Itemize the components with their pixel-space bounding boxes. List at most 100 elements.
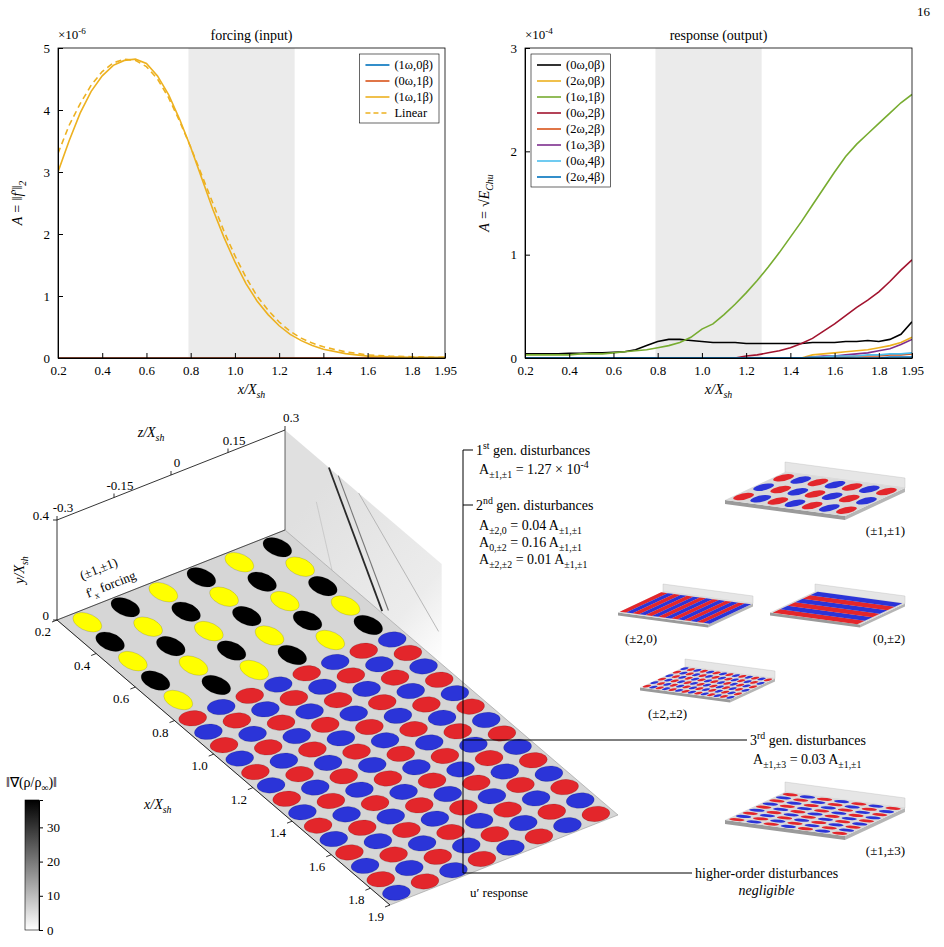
y-axis-tick: 2 bbox=[44, 227, 64, 242]
x-axis-tick-mark bbox=[191, 353, 192, 358]
x-axis-tick-mark bbox=[365, 888, 370, 890]
thumbnail-blob bbox=[788, 810, 807, 814]
thumbnail bbox=[725, 782, 905, 840]
text-part: ±1,±1 bbox=[559, 525, 582, 536]
annotation-line: A±2,0 = 0.04 A±1,±1 bbox=[479, 518, 582, 536]
series-line bbox=[525, 353, 912, 358]
y-axis-tick-label: 1 bbox=[44, 289, 51, 304]
thumbnail-blob bbox=[801, 803, 820, 807]
response-pattern-blob bbox=[406, 871, 444, 893]
thumbnail-blob bbox=[832, 799, 851, 803]
x-axis-tick-label: 1.95 bbox=[901, 363, 924, 378]
colorbar-axis: 0 10 20 30 bbox=[39, 801, 60, 938]
text-part: ∞ bbox=[41, 782, 48, 793]
forcing-pattern-blob bbox=[249, 623, 290, 649]
axis-multiplier: ×10-6 bbox=[58, 26, 86, 42]
colorbar-axis-tick: 0 bbox=[39, 923, 54, 938]
forcing-pattern-blob bbox=[90, 629, 131, 655]
y-axis-tick-mark bbox=[58, 296, 63, 297]
z-axis-tick-mark bbox=[171, 471, 172, 475]
annotation-title: 3rd gen. disturbances bbox=[750, 730, 866, 748]
x-axis-tick: 1.6 bbox=[827, 353, 844, 378]
legend-swatch bbox=[537, 128, 561, 130]
annotation-line: A±1,±3 = 0.03 A±1,±1 bbox=[753, 752, 861, 770]
forcing-pattern-blob bbox=[234, 657, 275, 683]
annotation-connector bbox=[463, 505, 473, 506]
x-axis-tick-label: 0.6 bbox=[113, 691, 130, 706]
x-axis-tick-label: 1.8 bbox=[871, 363, 887, 378]
y-axis-tick-mark bbox=[53, 520, 57, 521]
thumbnail-blob bbox=[764, 810, 783, 814]
z-axis-tick-mark bbox=[114, 494, 115, 498]
thumbnail-blob bbox=[832, 506, 862, 515]
legend: (0ω,0β)(2ω,0β)(1ω,1β)(0ω,2β)(2ω,2β)(1ω,3… bbox=[531, 54, 611, 187]
forcing-pattern-blob bbox=[287, 608, 328, 634]
thumbnail-blob bbox=[863, 816, 882, 820]
colorbar-axis-tick-label: 30 bbox=[47, 820, 60, 835]
legend: (1ω,0β)(0ω,1β)(1ω,1β)Linear bbox=[359, 54, 439, 123]
forcing-pattern-blob bbox=[226, 603, 267, 629]
text-part: ×10 bbox=[525, 27, 545, 42]
x-axis-tick: 1.4 bbox=[316, 353, 333, 378]
thumbnail-blob bbox=[747, 685, 758, 688]
shaded-region bbox=[655, 48, 761, 358]
legend-label: (0ω,2β) bbox=[566, 106, 605, 120]
response-pattern-blob bbox=[434, 859, 472, 881]
forcing-pattern-blob bbox=[219, 549, 260, 575]
forcing-pattern-blob bbox=[348, 612, 389, 638]
y-axis-tick: 1 bbox=[44, 289, 64, 304]
x-axis-tick-mark bbox=[248, 788, 253, 790]
thumbnail-label: (±2,0) bbox=[625, 631, 657, 646]
x-axis-tick: 0.6 bbox=[606, 353, 623, 378]
thumbnail-blob bbox=[836, 808, 855, 812]
thumbnail-blob bbox=[740, 689, 751, 692]
y-axis-tick-label: 4 bbox=[44, 103, 51, 118]
x-axis-tick-mark bbox=[702, 353, 703, 358]
thumbnail-plate bbox=[725, 792, 905, 836]
z-axis-tick-label: -0.15 bbox=[106, 478, 133, 493]
colorbar-axis-tick: 20 bbox=[39, 854, 60, 869]
x-axis-tick-label: 0.4 bbox=[74, 658, 91, 673]
legend-label: (2ω,4β) bbox=[566, 170, 605, 184]
response-pattern-blob bbox=[548, 814, 586, 836]
x-axis-tick-label: 1.2 bbox=[272, 363, 288, 378]
x-axis-tick-mark bbox=[91, 654, 96, 656]
x-axis-tick-mark bbox=[368, 353, 369, 358]
thumbnail-blob bbox=[779, 824, 798, 828]
legend-label: (1ω,1β) bbox=[566, 90, 605, 104]
colorbar-title: ‖∇(ρ/ρ∞)‖ bbox=[6, 775, 57, 793]
y-axis-line bbox=[57, 520, 58, 620]
text-part: ±1,±1 bbox=[564, 559, 587, 570]
x-axis-tick-mark bbox=[658, 353, 659, 358]
x-axis-tick: 0.4 bbox=[562, 353, 579, 378]
colorbar-axis-tick: 10 bbox=[39, 888, 60, 903]
legend-label: (1ω,1β) bbox=[394, 90, 433, 104]
x-axis-tick-label: 1.4 bbox=[270, 825, 287, 840]
thumbnail-blob bbox=[781, 793, 800, 797]
forcing-pattern-blob bbox=[128, 614, 169, 640]
forcing-pattern-blob bbox=[181, 564, 222, 590]
annotation-connector bbox=[463, 873, 692, 874]
series-line bbox=[525, 322, 912, 354]
text-part: sh bbox=[723, 389, 732, 400]
y-axis-tick-mark bbox=[58, 234, 63, 235]
x-axis-tick-label: 0.4 bbox=[562, 363, 579, 378]
x-axis-tick-mark bbox=[130, 687, 135, 689]
forcing-pattern-blob bbox=[310, 627, 351, 653]
x-axis-tick-label: 0.2 bbox=[50, 363, 66, 378]
forcing-pattern-blob bbox=[280, 554, 321, 580]
figure: 160.20.40.60.81.01.21.41.61.81.95012345f… bbox=[0, 0, 944, 947]
text-part: gen. disturbances bbox=[765, 733, 866, 748]
x-axis-tick-label: 1.4 bbox=[316, 363, 333, 378]
thumbnail-pattern bbox=[641, 667, 773, 699]
chart-title: response (output) bbox=[670, 28, 768, 44]
page-number: 16 bbox=[917, 4, 931, 19]
x-axis-tick-label: 1.0 bbox=[191, 758, 207, 773]
text-part: ±1,±1 bbox=[489, 469, 512, 480]
x-axis-tick-mark bbox=[170, 721, 175, 723]
thumbnail-blob bbox=[767, 799, 786, 803]
forcing-pattern-blob bbox=[188, 618, 229, 644]
forcing-pattern-blob bbox=[242, 569, 283, 595]
x-axis-tick-mark bbox=[790, 353, 791, 358]
text-part: )‖ bbox=[48, 775, 57, 791]
